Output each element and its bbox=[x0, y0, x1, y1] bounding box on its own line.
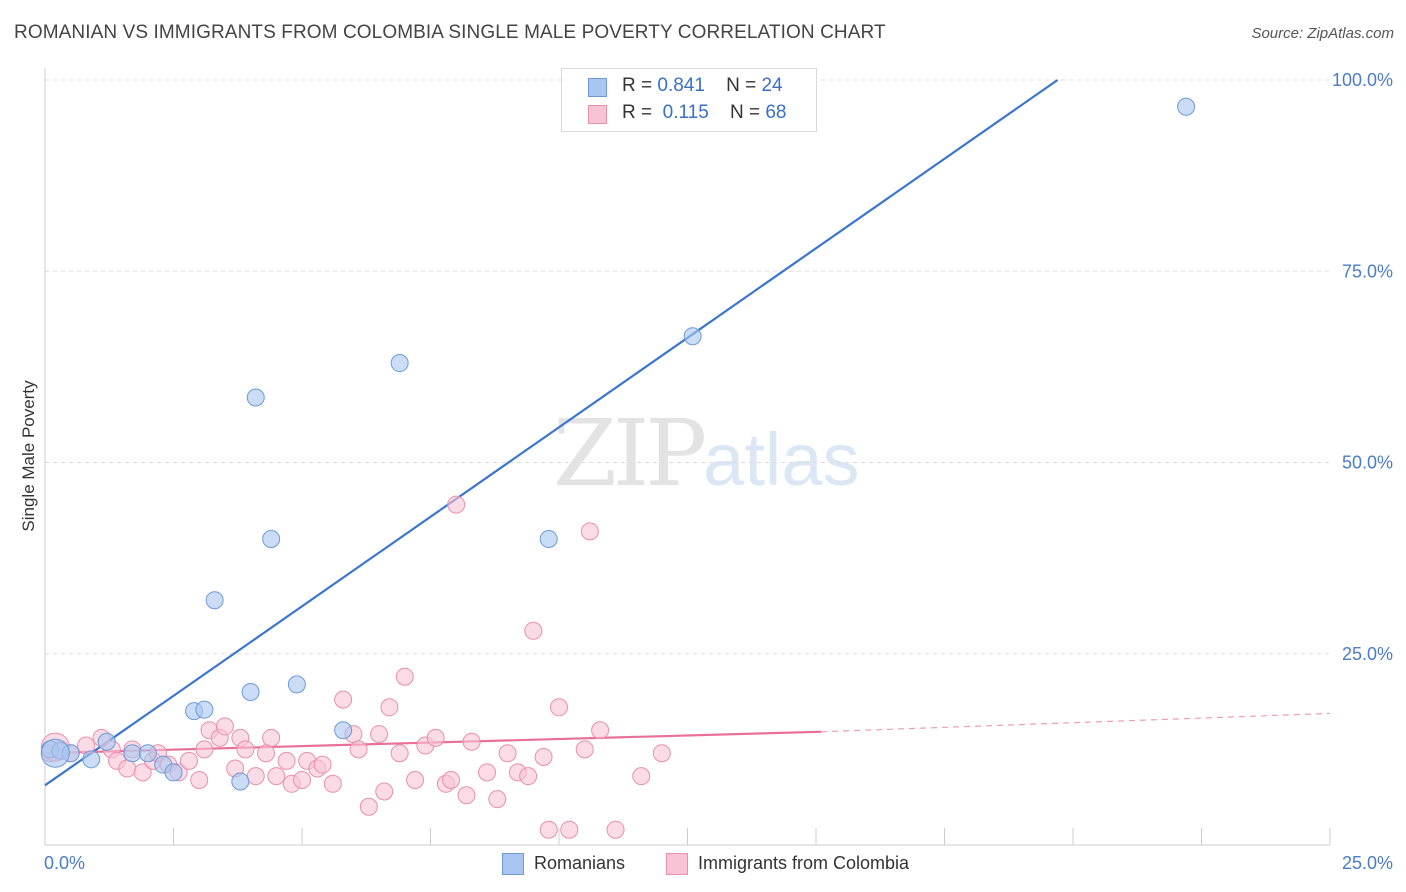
colombia-point bbox=[375, 782, 394, 801]
colombia-point bbox=[519, 767, 538, 786]
colombia-point bbox=[179, 751, 198, 770]
romanians-trend-line bbox=[44, 79, 1059, 787]
colombia-point bbox=[447, 495, 466, 514]
bottom-legend-label-colombia: Immigrants from Colombia bbox=[698, 853, 910, 873]
legend-n-value: 68 bbox=[765, 102, 787, 123]
colombia-point bbox=[349, 740, 368, 759]
colombia-point bbox=[478, 763, 497, 782]
colombia-point bbox=[498, 744, 517, 763]
grid-lines bbox=[45, 79, 1330, 655]
legend-swatch-romanians bbox=[588, 78, 607, 97]
x-tick-label: 25.0% bbox=[1342, 853, 1393, 873]
romanians-point bbox=[1177, 97, 1196, 116]
colombia-point bbox=[606, 820, 625, 839]
romanians-point bbox=[40, 738, 70, 768]
colombia-point bbox=[359, 797, 378, 816]
watermark-zip: ZIP bbox=[553, 400, 707, 507]
y-tick-label: 100.0% bbox=[1332, 70, 1393, 90]
romanians-point bbox=[205, 591, 224, 610]
bottom-legend-swatch-romanians bbox=[502, 853, 524, 875]
colombia-point bbox=[462, 732, 481, 751]
colombia-point bbox=[133, 763, 152, 782]
colombia-point bbox=[215, 717, 234, 736]
chart-source: Source: ZipAtlas.com bbox=[1251, 25, 1394, 42]
romanians-point bbox=[231, 772, 250, 791]
romanians-point bbox=[262, 530, 281, 548]
y-tick-label: 25.0% bbox=[1342, 644, 1393, 664]
colombia-point bbox=[390, 744, 409, 763]
colombia-point bbox=[575, 740, 594, 759]
bottom-legend-label-romanians: Romanians bbox=[534, 853, 626, 873]
colombia-point bbox=[395, 667, 414, 686]
colombia-point bbox=[267, 767, 286, 786]
colombia-point bbox=[524, 621, 543, 640]
romanians-point bbox=[246, 388, 265, 407]
bottom-legend-swatch-colombia bbox=[666, 853, 688, 875]
colombia-point bbox=[534, 748, 553, 767]
colombia-point bbox=[539, 820, 558, 839]
romanians-point bbox=[287, 675, 306, 694]
colombia-point bbox=[277, 751, 296, 770]
colombia-point bbox=[246, 767, 265, 786]
colombia-point bbox=[293, 770, 311, 789]
romanians-point bbox=[97, 732, 116, 751]
trend-lines bbox=[44, 79, 1331, 787]
legend-n-label: N = bbox=[726, 75, 757, 96]
colombia-point bbox=[442, 770, 461, 789]
legend-r-value: 0.841 bbox=[657, 75, 705, 96]
colombia-point bbox=[334, 690, 353, 709]
romanians-point bbox=[123, 744, 142, 763]
colombia-point bbox=[257, 744, 276, 763]
colombia-point bbox=[380, 698, 399, 717]
legend-n-value: 24 bbox=[761, 75, 783, 96]
romanians-point bbox=[241, 683, 260, 701]
romanians-point bbox=[195, 700, 214, 719]
romanians-point bbox=[539, 530, 558, 548]
y-tick-label: 50.0% bbox=[1342, 453, 1393, 473]
romanians-point bbox=[138, 744, 157, 763]
romanians-point bbox=[334, 721, 353, 740]
legend-text-colombia: R = 0.115 N = 68 bbox=[622, 102, 786, 124]
legend-r-label: R = bbox=[622, 75, 653, 96]
colombia-point bbox=[550, 698, 568, 717]
colombia-point bbox=[457, 786, 476, 805]
chart-title: ROMANIAN VS IMMIGRANTS FROM COLOMBIA SIN… bbox=[14, 22, 886, 43]
colombia-point bbox=[313, 755, 332, 774]
colombia-point bbox=[370, 725, 389, 744]
y-tick-label: 75.0% bbox=[1342, 261, 1393, 281]
legend-r-label: R = bbox=[622, 102, 653, 123]
colombia-point bbox=[426, 728, 445, 747]
colombia-point bbox=[262, 728, 281, 747]
romanians-point bbox=[82, 750, 101, 769]
x-tick-label: 0.0% bbox=[44, 853, 85, 873]
romanians-point bbox=[390, 354, 409, 373]
romanians-point bbox=[164, 763, 183, 782]
colombia-point bbox=[488, 790, 507, 809]
colombia-point bbox=[118, 759, 137, 778]
colombia-point bbox=[406, 770, 425, 789]
axes bbox=[44, 68, 1331, 846]
romanians-point bbox=[683, 327, 702, 346]
legend-r-value: 0.115 bbox=[662, 102, 709, 123]
colombia-trend-extension bbox=[821, 712, 1331, 733]
colombia-point bbox=[632, 767, 651, 786]
watermark: ZIPatlas bbox=[553, 400, 859, 507]
colombia-point bbox=[323, 774, 342, 793]
colombia-point bbox=[591, 721, 610, 740]
data-points bbox=[40, 71, 1196, 839]
colombia-point bbox=[190, 770, 209, 789]
colombia-point bbox=[560, 820, 579, 839]
legend-text-romanians: R = 0.841 N = 24 bbox=[622, 75, 783, 97]
colombia-point bbox=[236, 740, 255, 759]
y-axis-label: Single Male Poverty bbox=[19, 380, 38, 532]
colombia-point bbox=[652, 744, 671, 763]
tick-labels: 25.0% 50.0% 75.0% 100.0% 0.0% 25.0% bbox=[44, 70, 1393, 873]
colombia-point bbox=[195, 740, 214, 759]
legend: R = 0.841 N = 24 R = 0.115 N = 68 bbox=[561, 68, 817, 132]
colombia-point bbox=[580, 522, 599, 541]
watermark-atlas: atlas bbox=[703, 418, 860, 501]
legend-swatch-colombia bbox=[588, 105, 607, 124]
legend-n-label: N = bbox=[729, 102, 761, 123]
